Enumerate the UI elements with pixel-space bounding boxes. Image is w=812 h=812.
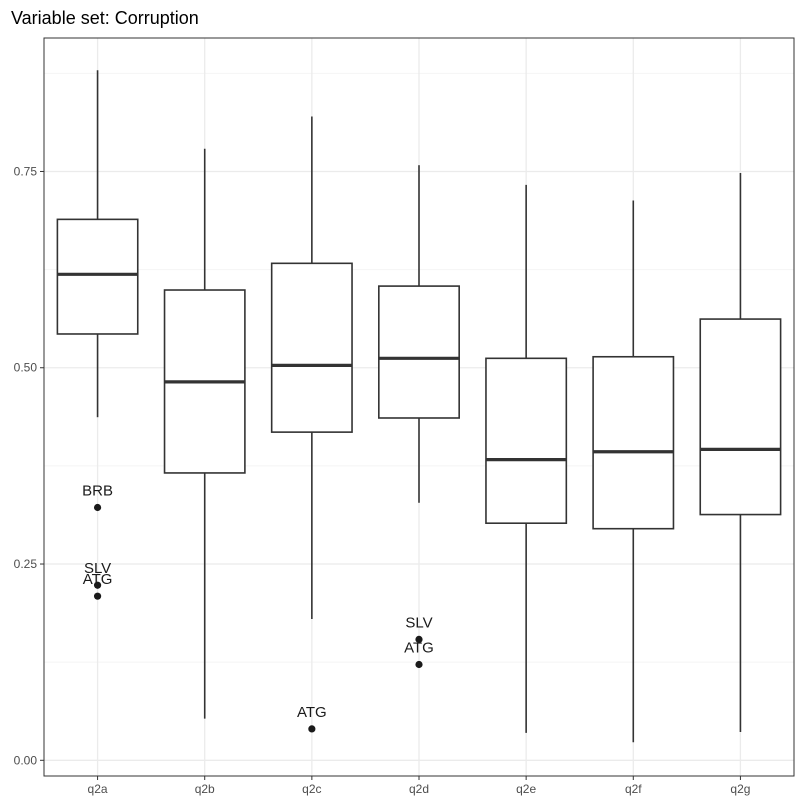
x-tick-label: q2f [625, 782, 642, 796]
outlier-label: ATG [404, 640, 434, 657]
outlier-point [93, 592, 102, 600]
box-body [56, 218, 139, 335]
chart-title: Variable set: Corruption [11, 8, 199, 28]
box-q2d [378, 165, 460, 503]
y-tick-label: 0.00 [14, 753, 38, 767]
box-q2f [592, 200, 675, 743]
box-q2b [163, 148, 246, 719]
y-tick-label: 0.25 [14, 557, 38, 571]
outlier-label: BRB [82, 482, 113, 499]
box-q2e [485, 184, 568, 733]
outlier-label: SLV [84, 560, 111, 577]
x-tick-label: q2b [195, 782, 215, 796]
box-body [270, 262, 353, 433]
outlier-point [93, 503, 102, 512]
outlier-point [415, 660, 423, 669]
boxes [56, 70, 782, 743]
outlier-label: SLV [405, 614, 432, 631]
y-tick-label: 0.75 [14, 164, 38, 178]
outlier-label: ATG [297, 704, 327, 721]
box-body [485, 357, 568, 524]
x-tick-label: q2c [302, 782, 321, 796]
outlier-label: ATG [83, 571, 113, 588]
box-q2g [699, 173, 782, 733]
x-tick-label: q2a [88, 782, 108, 796]
box-q2c [270, 116, 353, 619]
box-body [592, 355, 675, 530]
x-tick-label: q2g [730, 782, 750, 796]
axes: 0.00 0.25 0.50 0.75 q2a q2b q2c q2d q2e q2f q2g [14, 164, 751, 796]
outlier-point [415, 635, 423, 643]
box-body [378, 285, 460, 419]
y-tick-label: 0.50 [14, 361, 38, 375]
x-tick-label: q2e [516, 782, 536, 796]
box-q2a [56, 70, 139, 418]
outlier-point [93, 581, 102, 589]
box-body [699, 318, 782, 516]
outlier-point [308, 725, 316, 733]
x-tick-label: q2d [409, 782, 429, 796]
